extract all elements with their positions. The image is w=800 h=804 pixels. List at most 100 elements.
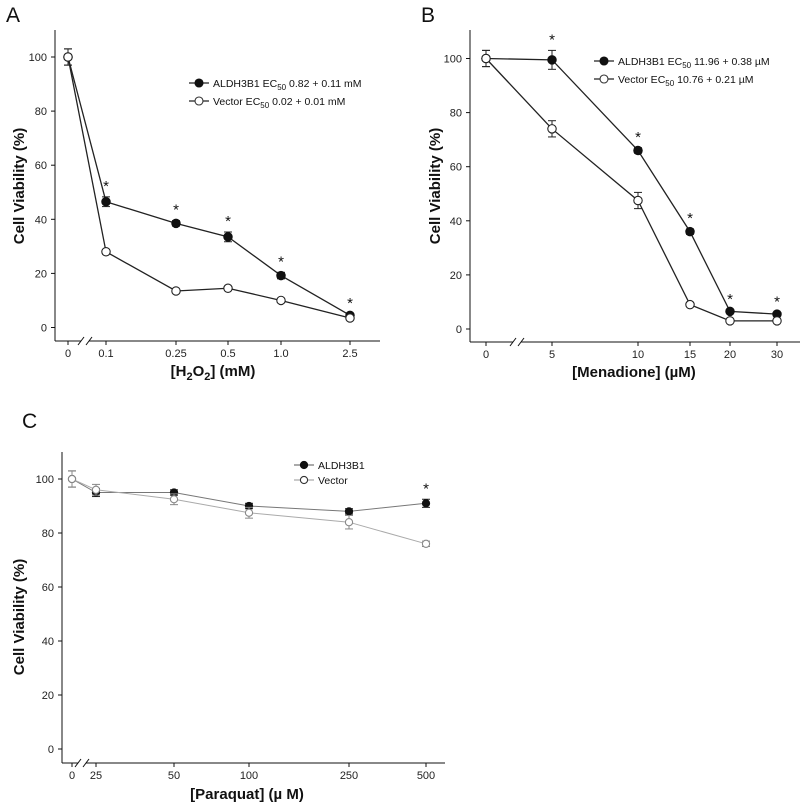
- x-tick-label: 0: [69, 770, 75, 782]
- data-point: [276, 270, 286, 281]
- data-point: [547, 124, 557, 134]
- y-tick-label: 60: [42, 582, 54, 594]
- x-tick-label: 0: [65, 348, 71, 360]
- x-tick-label: 0.5: [220, 348, 235, 360]
- legend-text: ALDH3B1 EC: [213, 78, 278, 90]
- y-tick-label: 100: [444, 54, 462, 66]
- axis-break-mark: [77, 336, 85, 346]
- x-tick-label: 30: [771, 349, 783, 361]
- axis-break-mark: [517, 337, 525, 347]
- y-tick-label: 20: [450, 270, 462, 282]
- panel-letter: B: [421, 4, 435, 27]
- significance-star: *: [774, 293, 780, 310]
- data-point: [91, 485, 101, 494]
- data-point: [67, 474, 77, 484]
- y-tick-label: 100: [36, 474, 54, 486]
- x-tick-label: 1.0: [273, 348, 288, 360]
- legend-text: 11.96 + 0.38 µM: [691, 56, 770, 68]
- y-tick-label: 60: [35, 160, 47, 172]
- y-tick-label: 80: [450, 108, 462, 120]
- series-line: [485, 57, 778, 315]
- legend-marker: [599, 56, 609, 66]
- data-point: [421, 499, 431, 508]
- x-tick-label: 250: [340, 770, 358, 782]
- x-tick-label: 100: [240, 770, 258, 782]
- data-point: [725, 316, 735, 326]
- legend-label: ALDH3B1: [318, 460, 365, 472]
- data-point: [772, 316, 782, 326]
- legend-subscript: 50: [277, 83, 286, 92]
- data-point: [101, 247, 111, 257]
- axis-break-mark: [85, 336, 93, 346]
- x-tick-label: 500: [417, 770, 435, 782]
- legend-label: Vector: [318, 475, 348, 487]
- series-line: [485, 58, 777, 322]
- data-point: [244, 508, 254, 517]
- y-tick-label: 40: [450, 216, 462, 228]
- significance-star: *: [423, 480, 429, 497]
- axis-break-mark: [82, 758, 90, 768]
- data-point: [685, 299, 695, 310]
- series-line: [67, 56, 351, 319]
- y-tick-label: 100: [29, 52, 47, 64]
- legend-marker: [194, 78, 204, 88]
- panel-c: C 0 20 40 60 80 100 0 25 50 100 250 500 Cell Viabilit…: [11, 410, 445, 803]
- legend-subscript: 50: [665, 79, 674, 88]
- data-point: [171, 218, 181, 229]
- significance-star: *: [635, 129, 641, 146]
- data-point: [421, 539, 431, 548]
- x-axis-label-part: 2: [186, 371, 192, 383]
- legend-subscript: 50: [260, 101, 269, 110]
- y-axis-label: Cell Viability (%): [427, 128, 444, 244]
- x-axis-label: [H2O2] (mM): [171, 363, 256, 383]
- panel-b: B 0 20 40 60 80 100 0 5 10 15 20 30 Cell Viability (%…: [421, 4, 800, 381]
- x-tick-label: 0.1: [98, 348, 113, 360]
- x-axis-label-part: [H: [171, 363, 187, 380]
- data-point: [171, 286, 181, 296]
- significance-star: *: [173, 202, 179, 219]
- x-axis-label-part: 2: [204, 371, 210, 383]
- significance-star: *: [549, 31, 555, 48]
- legend-marker: [299, 475, 309, 485]
- x-tick-label: 50: [168, 770, 180, 782]
- y-tick-label: 0: [41, 323, 47, 335]
- significance-star: *: [278, 253, 284, 270]
- data-point: [63, 52, 73, 62]
- legend-text: 0.82 + 0.11 mM: [286, 78, 361, 90]
- legend-label: Vector EC50 10.76 + 0.21 µM: [618, 74, 754, 88]
- y-tick-label: 0: [48, 744, 54, 756]
- legend-marker: [599, 74, 609, 84]
- x-tick-label: 2.5: [342, 348, 357, 360]
- data-point: [633, 145, 643, 156]
- significance-star: *: [347, 295, 353, 312]
- legend-text: Vector: [318, 475, 348, 487]
- legend-text: Vector EC: [213, 96, 261, 108]
- significance-star: *: [727, 291, 733, 308]
- legend-text: 10.76 + 0.21 µM: [674, 74, 753, 86]
- series-vector: [67, 470, 431, 548]
- data-point: [685, 226, 695, 237]
- y-tick-label: 40: [42, 636, 54, 648]
- x-axis-label: [Menadione] (µM): [572, 364, 696, 381]
- series-vector: [481, 49, 782, 326]
- data-point: [101, 196, 111, 207]
- y-tick-label: 40: [35, 214, 47, 226]
- significance-star: *: [687, 210, 693, 227]
- legend-subscript: 50: [682, 61, 691, 70]
- legend-text: 0.02 + 0.01 mM: [269, 96, 345, 108]
- significance-star: *: [103, 178, 109, 195]
- x-tick-label: 0.25: [165, 348, 186, 360]
- legend-label: ALDH3B1 EC50 0.82 + 0.11 mM: [213, 78, 362, 92]
- x-axis-label-part: ] (mM): [210, 363, 255, 380]
- data-point: [345, 313, 355, 323]
- data-point: [725, 306, 735, 317]
- axis-break-mark: [74, 758, 82, 768]
- x-tick-label: 10: [632, 349, 644, 361]
- data-point: [344, 518, 354, 527]
- x-axis-label: [Paraquat] (µ M): [190, 786, 304, 803]
- y-tick-label: 80: [42, 528, 54, 540]
- series-line: [71, 478, 427, 545]
- legend-marker: [299, 460, 309, 470]
- y-tick-label: 60: [450, 162, 462, 174]
- series-line: [67, 56, 351, 316]
